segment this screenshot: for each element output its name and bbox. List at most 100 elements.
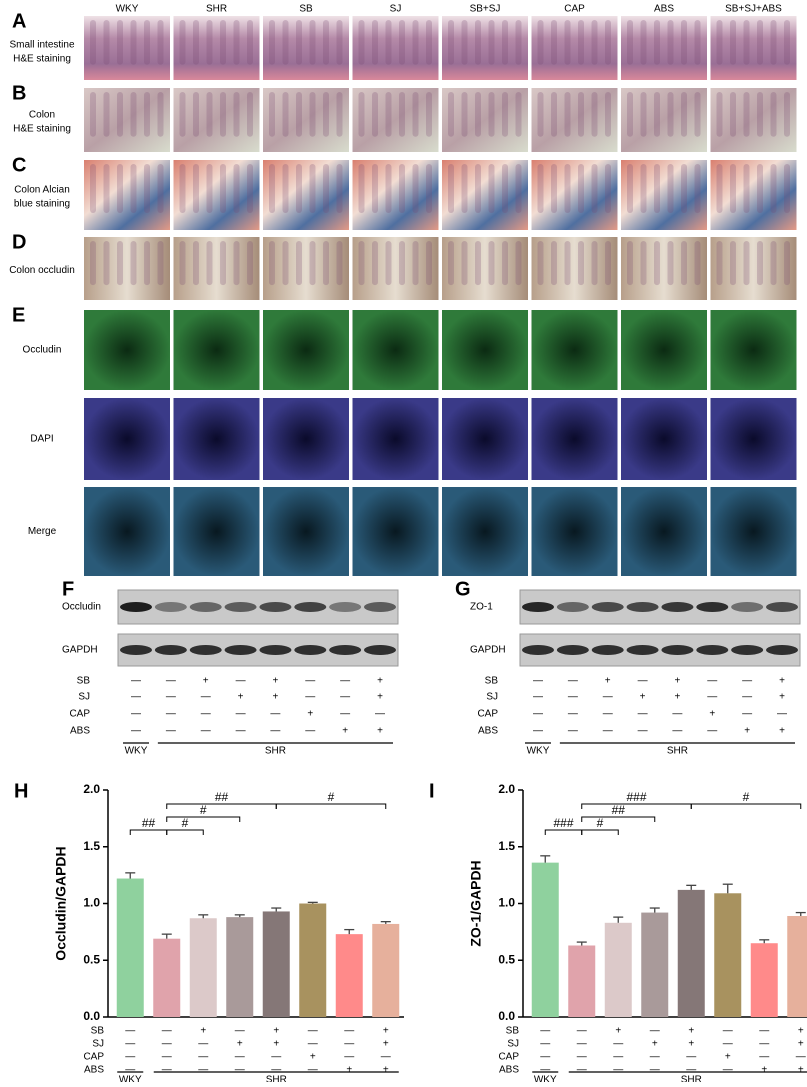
- treatment-mark: —: [166, 692, 176, 703]
- tissue-fold: [117, 20, 123, 65]
- micrograph: [84, 88, 170, 152]
- treatment-mark: +: [377, 726, 383, 737]
- tissue-fold: [282, 20, 289, 65]
- treatment-mark: +: [383, 1026, 389, 1037]
- panel-letter: G: [455, 578, 471, 600]
- treatment-mark: —: [638, 709, 648, 720]
- tissue-fold: [461, 20, 468, 65]
- fluorescence-image: [710, 487, 797, 576]
- tissue-fold: [716, 164, 723, 213]
- tissue-fold: [627, 92, 633, 137]
- tissue-fold: [694, 92, 701, 137]
- tissue-fold: [551, 92, 557, 137]
- fluorescence-image: [173, 398, 260, 480]
- treatment-mark: —: [533, 709, 543, 720]
- tissue-fold: [488, 164, 495, 213]
- panel-letter: F: [62, 578, 74, 600]
- tissue-fold: [103, 241, 110, 286]
- micrograph: [352, 16, 439, 80]
- tissue-fold: [743, 92, 750, 137]
- tissue-fold: [605, 241, 611, 286]
- significance-bracket: [129, 829, 168, 835]
- treatment-mark: —: [271, 1065, 281, 1076]
- group-label: WKY: [125, 746, 148, 757]
- tissue-fold: [247, 20, 253, 65]
- y-tick-label: 0.5: [83, 952, 100, 966]
- micrograph: [173, 160, 260, 230]
- band: [731, 602, 764, 612]
- tissue-fold: [336, 241, 343, 286]
- treatment-mark: +: [307, 709, 313, 720]
- tissue-fold: [502, 20, 508, 65]
- group-label: WKY: [534, 1075, 557, 1082]
- treatment-name: CAP: [498, 1052, 519, 1063]
- tissue-fold: [103, 92, 110, 137]
- tissue-fold: [144, 20, 150, 65]
- micrograph: [531, 88, 618, 152]
- tissue-fold: [784, 241, 790, 286]
- tissue-fold: [117, 241, 123, 286]
- blot: [117, 589, 399, 625]
- treatment-mark: —: [162, 1052, 172, 1063]
- tissue-fold: [667, 20, 674, 65]
- treatment-name: SJ: [92, 1039, 104, 1050]
- tissue-fold: [233, 241, 240, 286]
- tissue-fold: [372, 164, 378, 213]
- tissue-fold: [358, 241, 365, 286]
- tissue-fold: [336, 92, 343, 137]
- tissue-fold: [358, 20, 365, 65]
- tissue-fold: [269, 164, 275, 213]
- tissue-fold: [157, 164, 164, 213]
- treatment-mark: +: [779, 726, 785, 737]
- tissue-fold: [475, 241, 481, 286]
- treatment-mark: —: [723, 1065, 733, 1076]
- treatment-mark: +: [779, 676, 785, 687]
- treatment-mark: —: [125, 1039, 135, 1050]
- tissue-fold: [743, 20, 750, 65]
- tissue-fold: [488, 92, 495, 137]
- micrograph: [442, 16, 528, 80]
- tissue-fold: [640, 20, 647, 65]
- tissue-fold: [372, 20, 378, 65]
- treatment-mark: +: [779, 692, 785, 703]
- tissue-fold: [654, 241, 660, 286]
- bar: [714, 893, 742, 1017]
- treatment-mark: —: [125, 1065, 135, 1076]
- tissue-fold: [730, 241, 736, 286]
- treatment-mark: —: [162, 1026, 172, 1037]
- fluorescence-image: [621, 310, 707, 390]
- treatment-mark: —: [305, 726, 315, 737]
- treatment-mark: —: [540, 1052, 550, 1063]
- tissue-fold: [784, 92, 790, 137]
- y-tick-label: 1.0: [498, 896, 515, 910]
- tissue-fold: [448, 92, 454, 137]
- treatment-mark: —: [742, 709, 752, 720]
- band: [696, 602, 729, 612]
- treatment-mark: +: [377, 692, 383, 703]
- tissue-fold: [90, 241, 96, 286]
- tissue-fold: [193, 241, 199, 286]
- fluorescence-image: [84, 487, 170, 576]
- treatment-mark: —: [650, 1065, 660, 1076]
- tissue-fold: [591, 241, 598, 286]
- tissue-fold: [502, 92, 508, 137]
- fluorescence-image: [442, 487, 528, 576]
- tissue-fold: [654, 92, 660, 137]
- tissue-fold: [309, 20, 316, 65]
- treatment-mark: —: [672, 726, 682, 737]
- group-label: WKY: [527, 746, 550, 757]
- significance-label: #: [200, 803, 207, 817]
- treatment-mark: —: [707, 676, 717, 687]
- tissue-fold: [130, 164, 137, 213]
- tissue-fold: [323, 164, 329, 213]
- tissue-fold: [179, 20, 186, 65]
- fluorescence-image: [442, 310, 528, 390]
- tissue-fold: [206, 164, 213, 213]
- tissue-fold: [667, 164, 674, 213]
- band: [556, 645, 589, 655]
- tissue-fold: [385, 164, 392, 213]
- treatment-mark: +: [675, 676, 681, 687]
- tissue-fold: [461, 92, 468, 137]
- fluorescence-image: [621, 487, 707, 576]
- treatment-mark: —: [686, 1065, 696, 1076]
